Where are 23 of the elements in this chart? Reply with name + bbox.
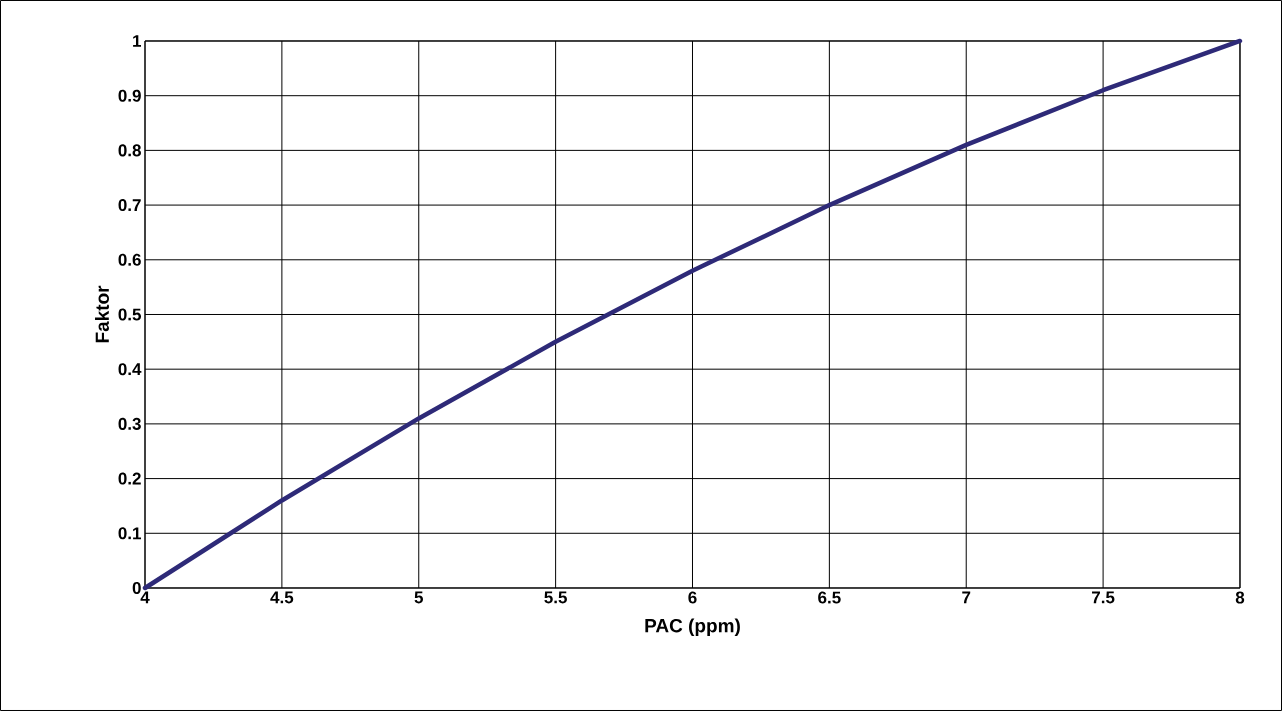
y-tick-label: 0.6 (118, 253, 141, 266)
y-axis-title: Faktor (95, 285, 109, 343)
y-tick-label: 0.8 (118, 144, 141, 157)
x-tick-label: 7.5 (1092, 591, 1115, 604)
line-series (142, 38, 1243, 591)
x-tick-label: 6 (688, 591, 697, 604)
y-tick-label: 0.4 (118, 363, 142, 376)
x-tick-label: 8 (1235, 591, 1245, 604)
x-tick-label: 6.5 (818, 591, 841, 604)
y-tick-label: 0.7 (118, 199, 141, 212)
x-tick-label: 5.5 (544, 591, 567, 604)
y-tick-label: 1 (133, 35, 142, 47)
y-tick-label: 0.3 (118, 417, 141, 430)
x-tick-label: 7 (962, 591, 971, 604)
x-tick-label: 4.5 (270, 591, 294, 604)
x-axis-title: PAC (ppm) (645, 618, 740, 637)
y-tick-label: 0.1 (118, 527, 142, 540)
y-tick-label: 0.9 (118, 89, 141, 102)
y-tick-label: 0.2 (118, 472, 141, 485)
x-tick-label: 4 (140, 591, 150, 604)
y-tick-label: 0.5 (118, 308, 142, 321)
y-tick-label: 0 (132, 581, 141, 595)
x-tick-label: 5 (414, 591, 424, 604)
